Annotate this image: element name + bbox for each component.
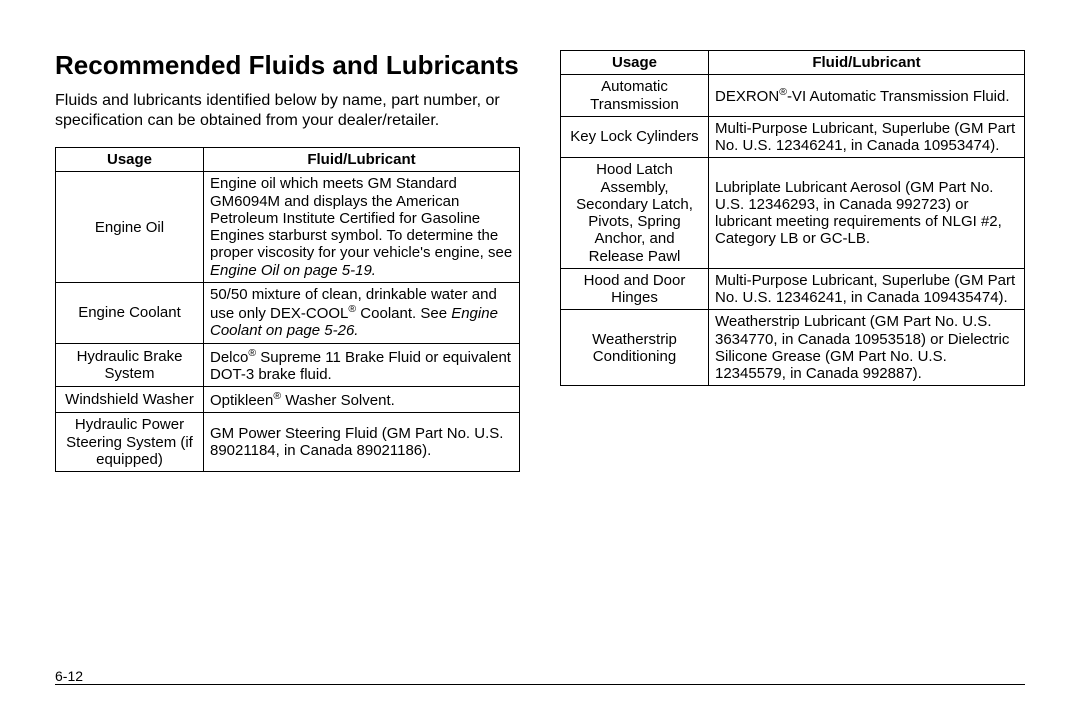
usage-cell: Weatherstrip Conditioning [561, 310, 709, 386]
fluid-cell: GM Power Steering Fluid (GM Part No. U.S… [204, 413, 520, 472]
table-row: Hood and Door HingesMulti-Purpose Lubric… [561, 268, 1025, 310]
fluid-cell: Multi-Purpose Lubricant, Superlube (GM P… [709, 116, 1025, 158]
table-row: Engine Coolant50/50 mixture of clean, dr… [56, 282, 520, 343]
fluid-cell: Weatherstrip Lubricant (GM Part No. U.S.… [709, 310, 1025, 386]
col-header-usage: Usage [561, 51, 709, 75]
right-column: Usage Fluid/Lubricant Automatic Transmis… [560, 50, 1025, 472]
usage-cell: Windshield Washer [56, 387, 204, 413]
table-row: Automatic TransmissionDEXRON®-VI Automat… [561, 75, 1025, 117]
fluid-cell: Lubriplate Lubricant Aerosol (GM Part No… [709, 158, 1025, 269]
fluid-cell: Engine oil which meets GM Standard GM609… [204, 172, 520, 283]
fluid-cell: Multi-Purpose Lubricant, Superlube (GM P… [709, 268, 1025, 310]
fluid-cell: Delco® Supreme 11 Brake Fluid or equival… [204, 343, 520, 387]
usage-cell: Engine Oil [56, 172, 204, 283]
intro-paragraph: Fluids and lubricants identified below b… [55, 91, 520, 131]
col-header-fluid: Fluid/Lubricant [204, 148, 520, 172]
table-row: Weatherstrip ConditioningWeatherstrip Lu… [561, 310, 1025, 386]
footer-rule [55, 684, 1025, 685]
usage-cell: Hydraulic Power Steering System (if equi… [56, 413, 204, 472]
fluids-table-right: Usage Fluid/Lubricant Automatic Transmis… [560, 50, 1025, 386]
fluid-cell: 50/50 mixture of clean, drinkable water … [204, 282, 520, 343]
usage-cell: Hood and Door Hinges [561, 268, 709, 310]
page-number: 6-12 [55, 668, 1025, 684]
manual-page: Recommended Fluids and Lubricants Fluids… [0, 0, 1080, 720]
table-row: Hydraulic Brake SystemDelco® Supreme 11 … [56, 343, 520, 387]
usage-cell: Hydraulic Brake System [56, 343, 204, 387]
table-row: Key Lock CylindersMulti-Purpose Lubrican… [561, 116, 1025, 158]
usage-cell: Key Lock Cylinders [561, 116, 709, 158]
table-row: Windshield WasherOptikleen® Washer Solve… [56, 387, 520, 413]
col-header-usage: Usage [56, 148, 204, 172]
usage-cell: Automatic Transmission [561, 75, 709, 117]
table-row: Hydraulic Power Steering System (if equi… [56, 413, 520, 472]
two-column-layout: Recommended Fluids and Lubricants Fluids… [55, 50, 1025, 472]
fluids-table-left: Usage Fluid/Lubricant Engine OilEngine o… [55, 147, 520, 472]
usage-cell: Hood Latch Assembly, Secondary Latch, Pi… [561, 158, 709, 269]
left-column: Recommended Fluids and Lubricants Fluids… [55, 50, 520, 472]
fluid-cell: DEXRON®-VI Automatic Transmission Fluid. [709, 75, 1025, 117]
page-title: Recommended Fluids and Lubricants [55, 50, 520, 81]
usage-cell: Engine Coolant [56, 282, 204, 343]
col-header-fluid: Fluid/Lubricant [709, 51, 1025, 75]
table-row: Engine OilEngine oil which meets GM Stan… [56, 172, 520, 283]
table-row: Hood Latch Assembly, Secondary Latch, Pi… [561, 158, 1025, 269]
fluid-cell: Optikleen® Washer Solvent. [204, 387, 520, 413]
